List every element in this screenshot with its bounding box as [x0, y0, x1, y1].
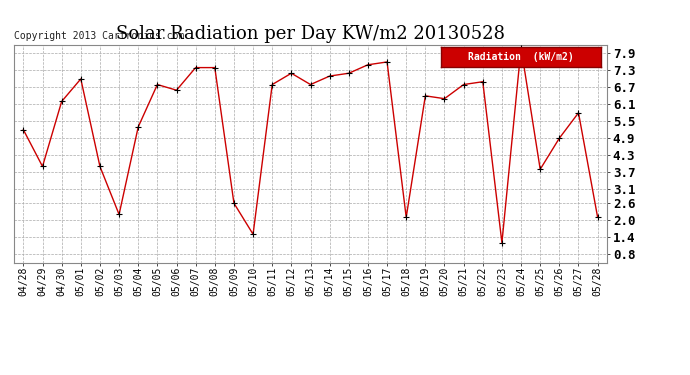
Title: Solar Radiation per Day KW/m2 20130528: Solar Radiation per Day KW/m2 20130528	[116, 26, 505, 44]
Text: Copyright 2013 Cartronics.com: Copyright 2013 Cartronics.com	[14, 31, 184, 40]
